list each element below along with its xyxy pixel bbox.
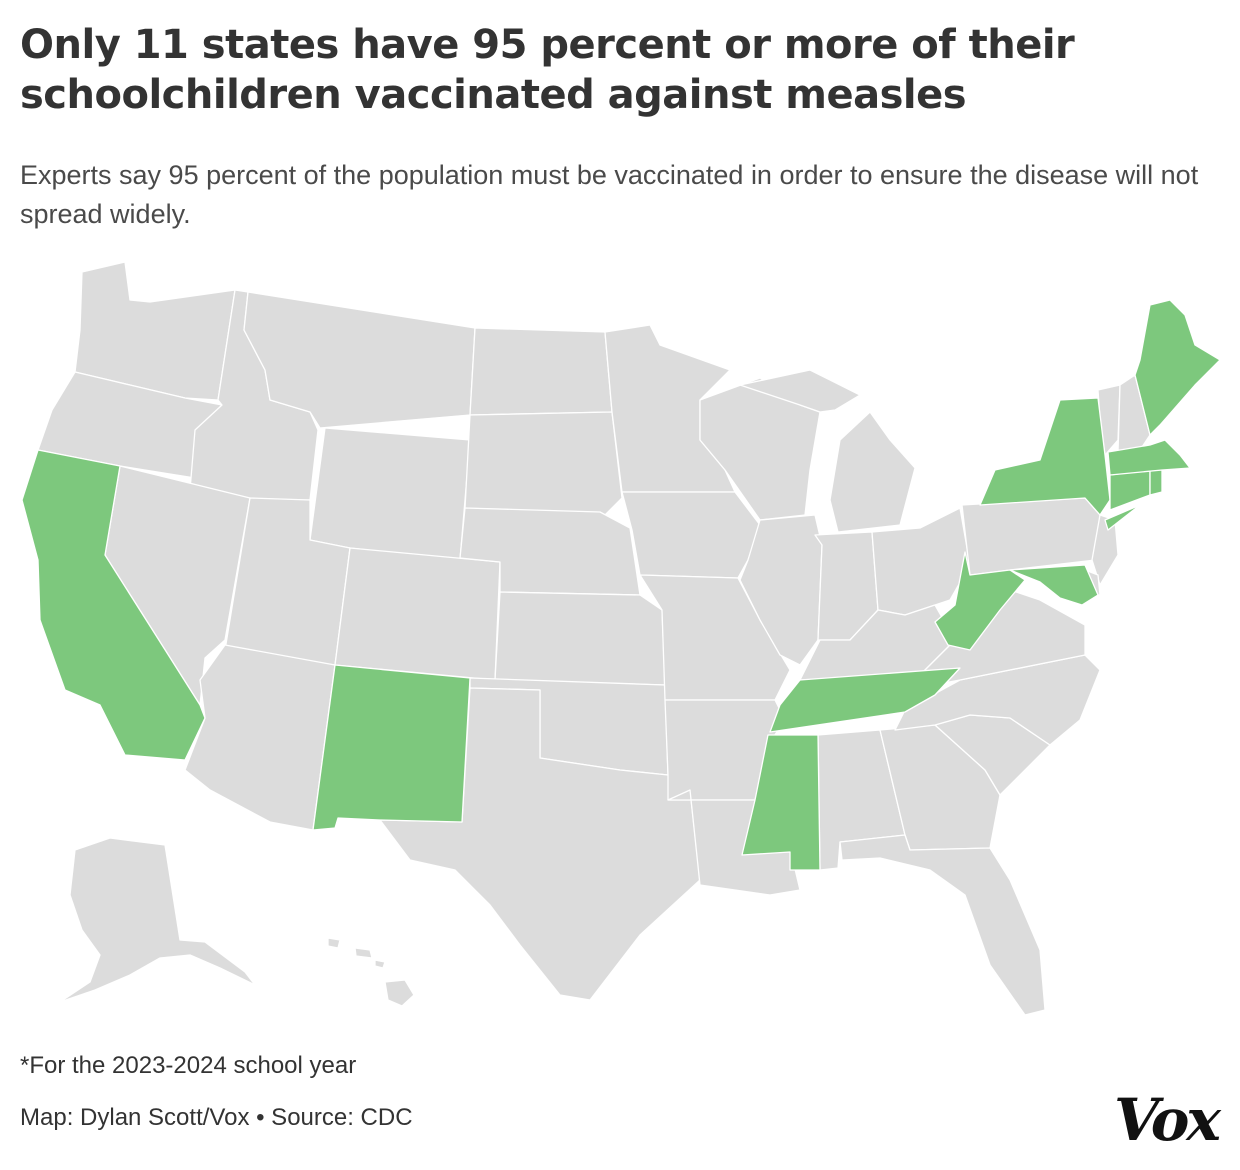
state-massachusetts bbox=[1107, 439, 1191, 476]
state-maine bbox=[1134, 299, 1221, 436]
state-north-dakota bbox=[469, 327, 613, 416]
state-west-virginia bbox=[934, 551, 1026, 651]
state-new-hampshire bbox=[1117, 374, 1151, 453]
source-credit: Map: Dylan Scott/Vox • Source: CDC bbox=[20, 1104, 413, 1131]
state-colorado bbox=[334, 547, 501, 681]
state-rhode-island bbox=[1149, 469, 1163, 496]
state-mississippi bbox=[741, 734, 821, 871]
state-pennsylvania bbox=[961, 497, 1101, 576]
state-arizona bbox=[184, 644, 336, 831]
footnote: *For the 2023-2024 school year bbox=[20, 1052, 357, 1079]
state-wyoming bbox=[309, 427, 471, 561]
chart-subtitle: Experts say 95 percent of the population… bbox=[20, 160, 1199, 229]
chart-title: Only 11 states have 95 percent or more o… bbox=[20, 22, 1075, 118]
state-connecticut bbox=[1109, 469, 1151, 511]
state-new-mexico bbox=[312, 664, 471, 831]
state-michigan bbox=[739, 369, 916, 533]
state-illinois bbox=[739, 514, 823, 666]
state-california bbox=[21, 449, 206, 761]
state-new-york bbox=[979, 397, 1141, 531]
vox-logo: Vox bbox=[1114, 1086, 1221, 1154]
state-hawaii bbox=[327, 937, 415, 1007]
state-texas bbox=[379, 687, 701, 1001]
state-kansas bbox=[494, 591, 666, 686]
state-florida bbox=[839, 834, 1046, 1016]
state-iowa bbox=[621, 491, 761, 579]
state-south-dakota bbox=[464, 411, 623, 521]
state-tennessee bbox=[769, 667, 961, 733]
us-map bbox=[21, 261, 1221, 1016]
state-maryland bbox=[1009, 564, 1099, 606]
state-alaska bbox=[59, 837, 256, 1003]
